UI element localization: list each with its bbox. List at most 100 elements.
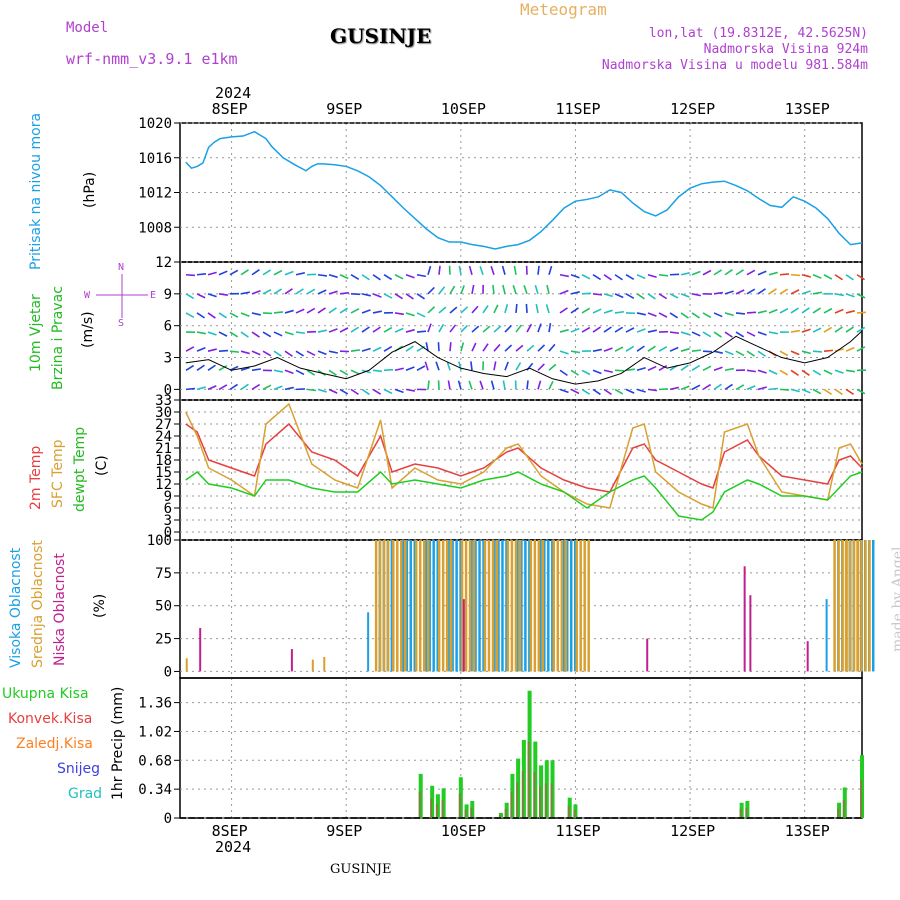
wind-arrow <box>502 284 506 295</box>
wind-arrow <box>581 274 591 280</box>
cloud-tick-label: 25 <box>155 632 172 648</box>
wind-arrow <box>394 327 404 333</box>
cloud-bar-1 <box>541 540 545 672</box>
cloud-tick-label: 50 <box>155 599 172 615</box>
wind-arrow <box>218 270 228 276</box>
wind-arrow <box>559 328 569 333</box>
wind-arrow <box>581 292 592 295</box>
wind-arrow <box>229 383 238 391</box>
cloud-bar-1 <box>533 540 537 672</box>
wind-arrow <box>350 308 360 314</box>
wind-arrow <box>460 342 465 352</box>
wind-arrow <box>856 346 866 352</box>
wind-arrow <box>284 270 294 276</box>
precip-tick-label: 1.02 <box>138 724 172 740</box>
precip-tick-label: 1.36 <box>138 696 172 712</box>
wind-arrow <box>306 388 317 392</box>
cloud-bar-0 <box>474 540 477 672</box>
pressure-tick-label: 1020 <box>138 116 172 132</box>
cloud-bar-1 <box>487 540 491 672</box>
wind-arrow <box>845 326 854 333</box>
precip-bar-conv <box>533 772 536 818</box>
wind-arrow <box>394 293 404 300</box>
cloud-bar-1 <box>472 540 476 672</box>
wind-tick-label: 0 <box>164 382 172 398</box>
cloud-bar-2 <box>806 641 809 672</box>
precip-bar-conv <box>458 793 461 818</box>
wind-arrow <box>339 291 350 295</box>
panel-frame-4 <box>179 677 863 819</box>
cloud-bar-1 <box>404 540 407 672</box>
precip-bar-conv <box>527 741 530 818</box>
precip-bar-conv <box>860 780 862 818</box>
wind-arrow <box>669 331 680 335</box>
wind-arrow <box>768 271 778 276</box>
wind-arrow <box>361 326 370 333</box>
wind-arrow <box>757 288 766 295</box>
wind-arrow <box>493 304 499 314</box>
wind-arrow <box>502 380 506 390</box>
wind-arrow <box>592 326 601 333</box>
wind-arrow <box>361 293 371 297</box>
wind-arrow <box>647 365 657 372</box>
precip-bar-conv <box>539 786 542 818</box>
wind-arrow <box>570 388 580 395</box>
cloud-bar-1 <box>841 540 844 672</box>
temp-tick-label: 18 <box>155 453 172 469</box>
temp-tick-label: 0 <box>164 525 172 541</box>
wind-arrow <box>845 346 855 352</box>
wind-arrow <box>548 380 554 390</box>
temp-tick-label: 15 <box>155 465 172 481</box>
precip-bar-conv <box>498 814 501 818</box>
wind-arrow <box>801 328 811 333</box>
wind-arrow <box>372 274 381 281</box>
wind-arrow <box>207 348 217 352</box>
precip-bar-conv <box>470 807 473 818</box>
cloud-tick-label: 100 <box>147 533 172 549</box>
cloud-bar-0 <box>497 540 500 672</box>
cloud-bar-1 <box>844 540 848 672</box>
wind-arrow <box>284 369 294 375</box>
wind-arrow <box>339 388 349 395</box>
wind-arrow <box>757 350 766 357</box>
precip-bar-conv <box>435 803 438 818</box>
wind-arrow <box>295 288 304 295</box>
precip-bar-conv <box>837 808 840 818</box>
wind-arrow <box>262 289 272 295</box>
cloud-bar-1 <box>378 540 382 672</box>
wind-arrow <box>361 347 371 352</box>
wind-arrow <box>317 307 326 314</box>
wind-arrow <box>625 345 635 352</box>
cloud-bar-0 <box>493 540 496 672</box>
wind-arrow <box>185 293 195 300</box>
wind-arrow <box>559 307 568 314</box>
wind-arrow <box>790 369 799 376</box>
cloud-bar-0 <box>569 540 573 672</box>
compass-w: W <box>84 290 91 301</box>
wind-arrow <box>746 269 756 276</box>
wind-arrow <box>647 345 656 352</box>
cloud-bar-0 <box>447 540 450 672</box>
wind-arrow <box>669 293 679 299</box>
wind-arrow <box>691 312 700 319</box>
legend-grad: Grad <box>68 786 103 802</box>
wind-arrow <box>471 342 477 352</box>
wind-tick-label: 9 <box>164 287 172 303</box>
wind-arrow <box>812 307 821 314</box>
wind-arrow <box>490 265 495 275</box>
cloud-bar-0 <box>459 540 462 672</box>
wind-arrow <box>295 350 305 357</box>
cloud-bar-1 <box>833 540 836 672</box>
wind-arrow <box>845 274 854 281</box>
wind-arrow <box>636 293 645 300</box>
wind-arrow <box>801 369 810 376</box>
wind-arrow <box>856 293 866 299</box>
cloud-bar-0 <box>478 540 481 672</box>
wind-arrow <box>372 293 382 298</box>
wind-arrow <box>240 366 250 372</box>
wind-arrow <box>768 369 778 375</box>
x-tick-bottom-11SEP: 11SEP <box>555 822 600 840</box>
wind-arrow <box>537 323 542 333</box>
wind-arrow <box>713 312 723 318</box>
wind-arrow <box>262 350 272 357</box>
